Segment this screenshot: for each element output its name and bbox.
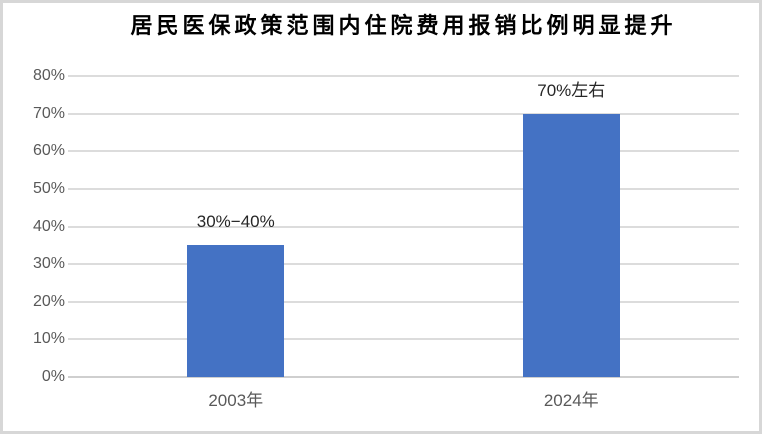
gridline <box>68 338 739 341</box>
bar-value-label: 70%左右 <box>537 80 606 100</box>
y-axis-tick-label: 70% <box>32 104 65 122</box>
bar-value-label: 30%−40% <box>196 212 275 232</box>
bar-2003年 <box>187 245 285 377</box>
y-axis-tick-label: 30% <box>32 255 65 273</box>
gridline <box>68 263 739 266</box>
bar-2024年 <box>522 113 620 377</box>
gridline <box>68 150 739 153</box>
y-axis-tick-label: 40% <box>32 217 65 235</box>
gridline <box>68 225 739 228</box>
y-axis-tick-label: 10% <box>32 330 65 348</box>
y-axis-tick-label: 50% <box>32 179 65 197</box>
y-axis-tick-label: 60% <box>32 142 65 160</box>
y-axis-tick-label: 20% <box>32 292 65 310</box>
y-axis-tick-label: 80% <box>32 67 65 84</box>
x-axis-category-label: 2003年 <box>208 391 264 410</box>
x-axis-category-label: 2024年 <box>543 391 599 410</box>
x-axis-line <box>68 376 739 378</box>
gridline <box>68 112 739 115</box>
y-axis-tick-label: 0% <box>41 368 65 385</box>
gridline <box>68 187 739 190</box>
gridline <box>68 75 739 77</box>
chart-title: 居民医保政策范围内住院费用报销比例明显提升 <box>130 13 677 38</box>
gridline <box>68 300 739 303</box>
